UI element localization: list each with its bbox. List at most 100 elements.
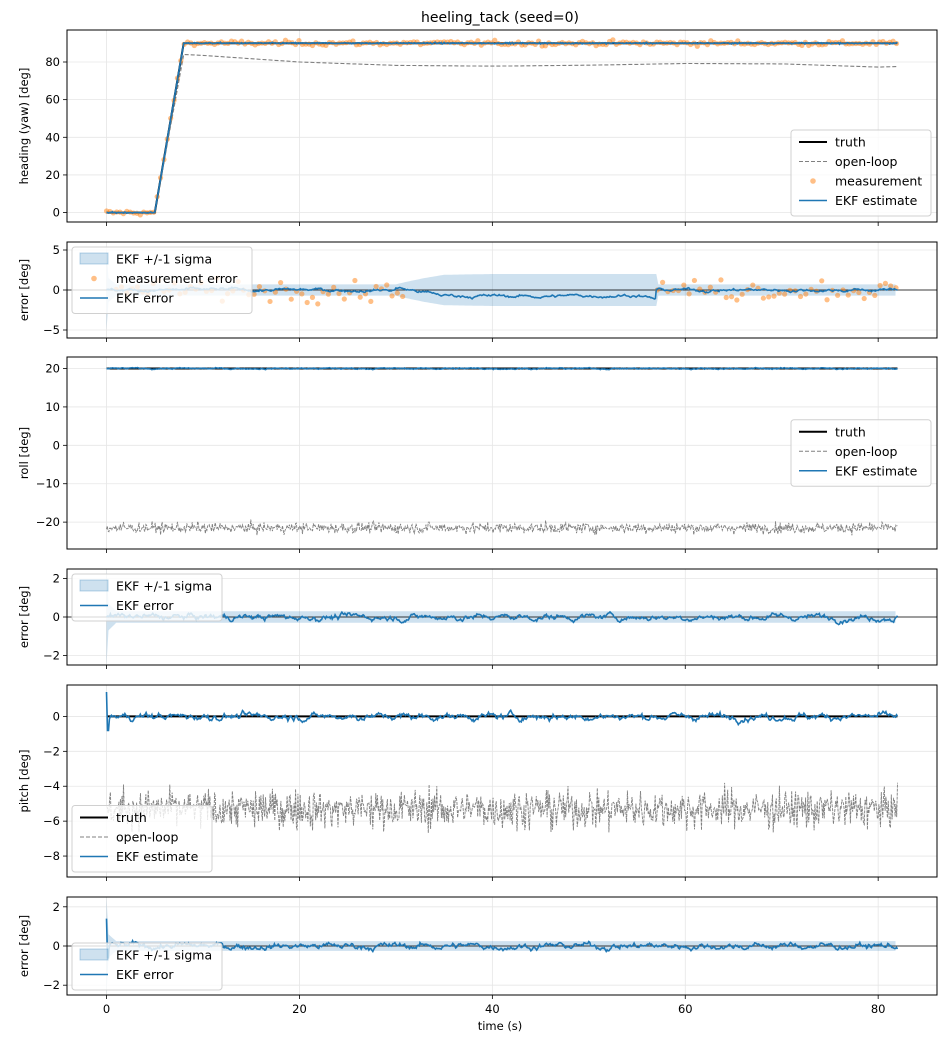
measurement-error-point <box>394 290 400 296</box>
x-tick-label: 60 <box>678 1002 693 1016</box>
measurement-point <box>350 38 356 44</box>
y-tick-label: 2 <box>53 900 60 914</box>
y-axis-label: heading (yaw) [deg] <box>17 68 31 185</box>
legend-key-sigma <box>79 948 109 961</box>
y-tick-label: 60 <box>45 93 60 107</box>
measurement-error-point <box>278 279 284 286</box>
legend-key-measurement <box>810 178 816 184</box>
measurement-error-point <box>819 278 825 284</box>
legend-box <box>71 246 253 314</box>
measurement-error-point <box>373 283 379 290</box>
legend-label: EKF error <box>116 291 174 306</box>
panel-heading-error: −5 0 5 error [deg] EKF +/-1 sigma measurement… <box>17 241 938 342</box>
measurement-error-point <box>331 284 337 290</box>
y-tick-label: 10 <box>45 400 60 414</box>
measurement-error-point <box>797 293 804 300</box>
legend-box <box>790 419 932 487</box>
axes-frame <box>66 29 938 223</box>
measurement-error-point <box>341 296 347 302</box>
x-tick-label: 40 <box>485 1002 500 1016</box>
panel-roll: −20 −10 0 10 20 roll [deg] truth open-loop EKF e… <box>17 356 938 553</box>
legend-label: EKF +/-1 sigma <box>116 948 212 963</box>
y-tick-label: 0 <box>53 206 60 220</box>
y-tick-label: 0 <box>53 610 60 624</box>
measurement-error-point <box>750 282 756 288</box>
x-tick-label: 20 <box>292 1002 307 1016</box>
y-tick-label: 20 <box>45 362 60 376</box>
measurement-error-point <box>299 291 305 297</box>
x-tick-label: 80 <box>871 1002 886 1016</box>
measurement-point <box>610 37 616 43</box>
measurement-error-point <box>659 279 666 285</box>
measurement-error-point <box>861 295 867 302</box>
legend: EKF +/-1 sigma EKF error <box>71 573 223 622</box>
y-axis-label: pitch [deg] <box>17 750 31 813</box>
series-open-loop <box>106 519 898 536</box>
y-tick-label: 0 <box>53 939 60 953</box>
y-tick-label: −2 <box>43 648 60 662</box>
series-open-loop <box>106 782 898 834</box>
measurement-error-point <box>734 297 740 303</box>
y-tick-label: −20 <box>36 515 60 529</box>
legend-key-sigma <box>79 579 109 592</box>
measurement-error-point <box>803 291 809 297</box>
measurement-point <box>296 37 302 44</box>
series-ekf-error <box>105 610 899 626</box>
series-truth <box>106 42 898 214</box>
measurement-error-point <box>357 294 363 300</box>
measurement-error-point <box>766 294 772 300</box>
y-tick-label: −2 <box>43 744 60 758</box>
legend: EKF +/-1 sigma measurement error EKF error <box>71 246 253 314</box>
y-tick-label: 40 <box>45 130 60 144</box>
panel-heading: 0 20 40 60 80 heading (yaw) [deg] truth open-lo… <box>17 29 938 226</box>
plot-area <box>67 30 937 222</box>
legend-label: measurement <box>835 174 922 189</box>
y-tick-label: 20 <box>45 168 60 182</box>
measurement-error-point <box>707 284 713 290</box>
y-tick-label: 0 <box>53 283 60 297</box>
series-ekf-error <box>105 918 899 959</box>
measurement-error-point <box>251 291 257 297</box>
series-ekf <box>106 41 898 215</box>
y-tick-label: −4 <box>43 779 60 793</box>
legend-key-sigma <box>79 252 109 265</box>
y-tick-label: 5 <box>53 243 60 257</box>
legend: truth open-loop EKF estimate <box>71 805 213 873</box>
legend-label: EKF +/-1 sigma <box>116 579 212 594</box>
measurement-error-point <box>856 289 862 296</box>
y-tick-label: −6 <box>43 814 60 828</box>
legend-key-measurement <box>91 275 97 282</box>
measurement-error-point <box>352 277 358 284</box>
legend-label: EKF estimate <box>835 463 918 478</box>
y-tick-label: 0 <box>53 438 60 452</box>
measurement-point <box>694 43 700 49</box>
measurement-error-point <box>288 296 294 302</box>
x-axis-label: time (s) <box>478 1019 523 1033</box>
measurement-error-point <box>686 291 692 297</box>
measurement-error-point <box>728 294 735 300</box>
measurement-error-point <box>400 293 406 300</box>
plot-area <box>67 357 937 549</box>
y-axis-label: roll [deg] <box>17 427 31 479</box>
measurement-error-point <box>389 293 395 299</box>
series-ekf <box>105 691 899 732</box>
legend: truth open-loop measurement EKF estimate <box>790 129 932 217</box>
legend-label: EKF error <box>116 967 174 982</box>
series-ekf <box>106 366 898 371</box>
measurement-error-point <box>739 291 745 297</box>
legend: EKF +/-1 sigma EKF error <box>71 942 223 991</box>
panel-roll-error: −2 0 2 error [deg] EKF +/-1 sigma EKF error <box>17 568 938 669</box>
measurement-error-point <box>309 294 316 300</box>
legend-label: truth <box>835 424 866 439</box>
legend-label: truth <box>116 810 147 825</box>
y-tick-label: −10 <box>36 477 60 491</box>
measurement-error-point <box>723 294 729 301</box>
legend-box <box>71 573 223 622</box>
measurement-error-point <box>256 284 263 290</box>
y-tick-label: 80 <box>45 55 60 69</box>
legend-label: open-loop <box>835 444 897 459</box>
measurement-error-point <box>882 280 888 286</box>
measurement-error-point <box>888 283 894 289</box>
legend-label: EKF estimate <box>116 849 199 864</box>
